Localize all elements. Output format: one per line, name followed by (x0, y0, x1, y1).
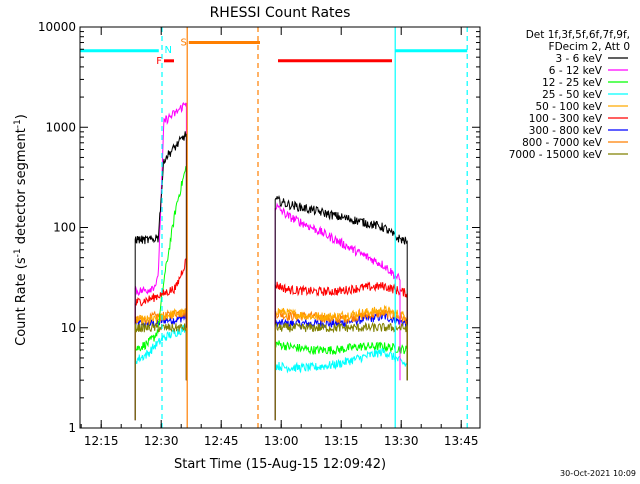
series-line (134, 324, 187, 421)
legend-item-label: 800 - 7000 keV (522, 137, 603, 149)
series-line (274, 309, 408, 421)
x-tick-label: 12:30 (144, 434, 179, 448)
legend-item-label: 6 - 12 keV (549, 65, 603, 77)
legend-item-label: 12 - 25 keV (542, 77, 603, 89)
legend: Det 1f,3f,5f,6f,7f,9f,FDecim 2, Att 03 -… (509, 29, 630, 161)
x-tick-label: 13:45 (444, 434, 479, 448)
flag-label: S (180, 38, 186, 49)
series-line (274, 340, 408, 421)
series-line (134, 307, 187, 421)
footer-date: 30-Oct-2021 10:09 (560, 469, 636, 478)
x-axis-label: Start Time (15-Aug-15 12:09:42) (174, 457, 386, 472)
y-axis-label-middle: detector segment (14, 128, 29, 248)
flag-label: F (156, 56, 162, 67)
y-tick-label: 1 (68, 421, 76, 435)
legend-item-label: 25 - 50 keV (542, 89, 603, 101)
legend-item-label: 50 - 100 keV (535, 101, 602, 113)
plot-area: FNS (80, 27, 468, 428)
y-tick-label: 10 (61, 321, 76, 335)
y-axis-label: Count Rate (s-1 detector segment-1) (13, 114, 29, 346)
flag-label: N (165, 45, 172, 56)
y-axis-label-main: Count Rate (s (14, 257, 29, 346)
legend-item-label: 300 - 800 keV (529, 125, 603, 137)
x-tick-label: 12:45 (204, 434, 239, 448)
series-line (134, 322, 187, 421)
y-axis-label-exponent-2: -1 (13, 119, 23, 128)
series-line (134, 131, 187, 421)
y-tick-label: 10000 (38, 20, 76, 34)
series-line (274, 195, 408, 421)
series-line (274, 202, 401, 421)
axes: 12:15 12:30 12:45 13:00 13:15 13:30 13:45 1 10 10… (38, 20, 481, 448)
y-tick-label: 100 (53, 221, 76, 235)
legend-item-label: 100 - 300 keV (529, 113, 603, 125)
series-line (274, 321, 408, 421)
series-line (274, 281, 408, 421)
chart-title: RHESSI Count Rates (210, 5, 351, 21)
series-line (134, 258, 187, 421)
x-tick-label: 13:15 (324, 434, 359, 448)
x-tick-label: 13:00 (264, 434, 299, 448)
legend-header: FDecim 2, Att 0 (549, 41, 630, 53)
legend-item-label: 7000 - 15000 keV (509, 149, 603, 161)
y-axis-label-end: ) (14, 114, 29, 119)
x-tick-label: 13:30 (384, 434, 419, 448)
legend-header: Det 1f,3f,5f,6f,7f,9f, (526, 29, 630, 41)
series-line (134, 165, 187, 421)
series-line (274, 347, 408, 421)
x-tick-label: 12:15 (84, 434, 119, 448)
series-line (274, 304, 408, 421)
y-tick-label: 1000 (45, 120, 76, 134)
legend-item-label: 3 - 6 keV (555, 53, 602, 65)
y-axis-label-exponent-1: -1 (13, 248, 23, 257)
